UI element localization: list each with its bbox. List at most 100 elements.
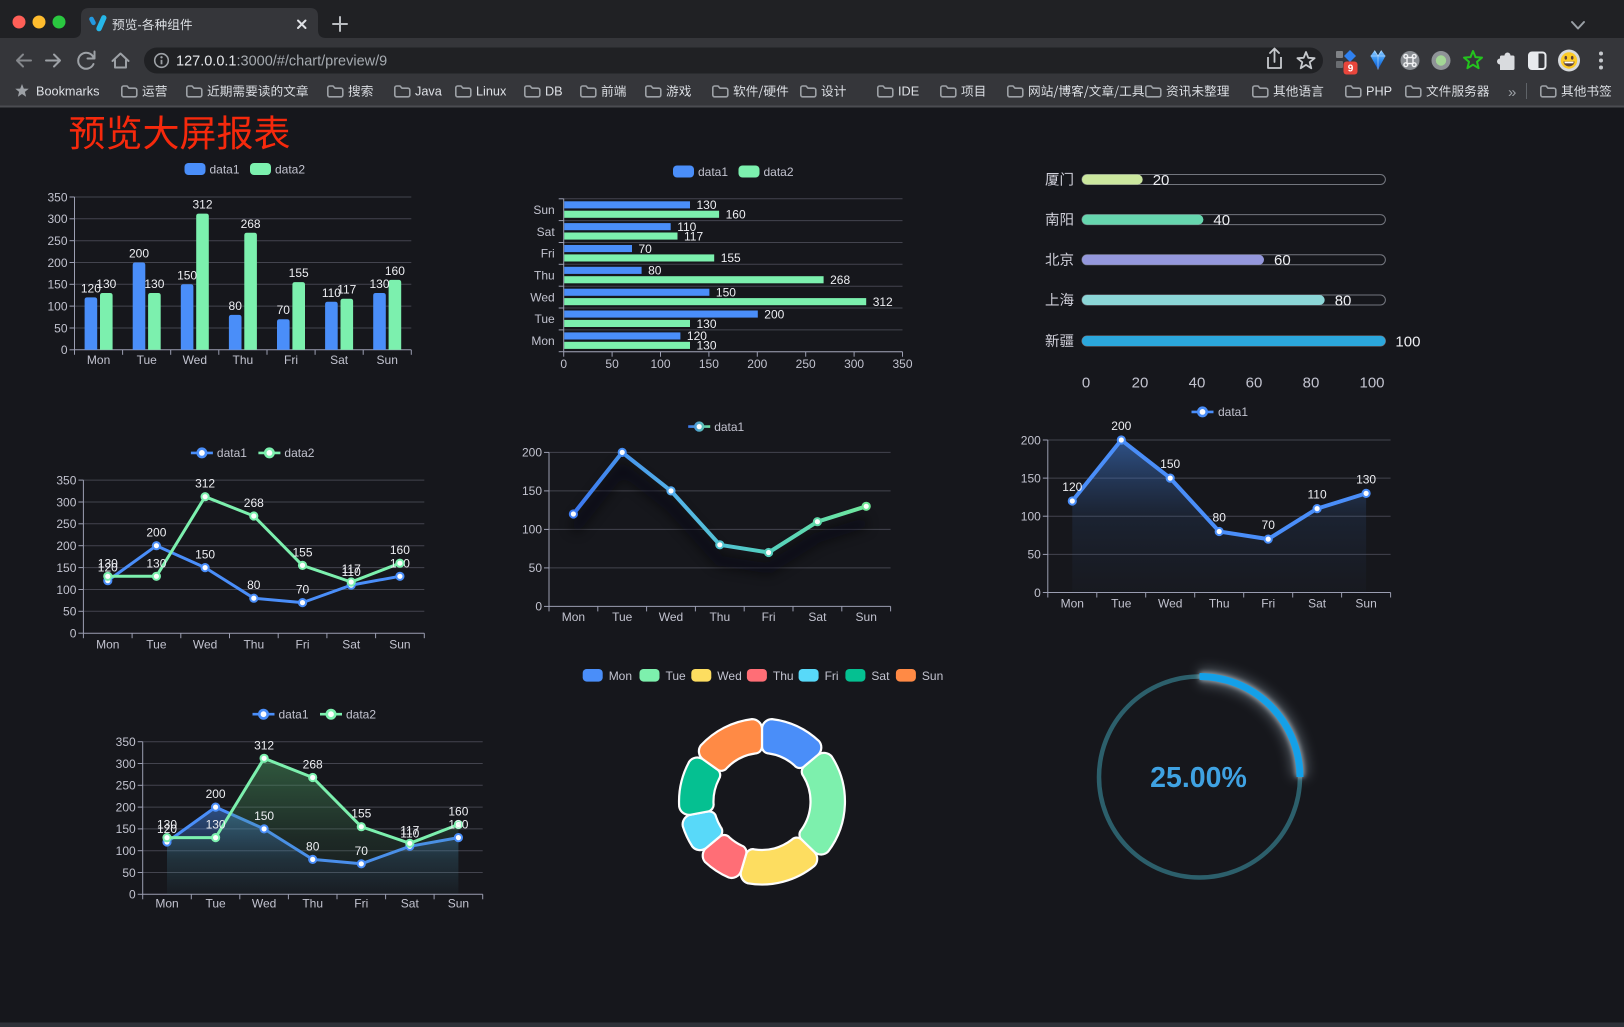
svg-text:Thu: Thu [243,638,264,652]
svg-text:Fri: Fri [284,353,298,367]
svg-text:312: 312 [873,295,893,309]
svg-text:80: 80 [229,299,243,313]
svg-text:Sat: Sat [401,897,420,911]
svg-text:150: 150 [716,286,736,300]
svg-text:Sun: Sun [389,638,410,652]
svg-text:155: 155 [351,807,371,821]
svg-text:150: 150 [47,278,67,292]
svg-text:312: 312 [195,477,215,491]
svg-text:Mon: Mon [562,610,585,624]
svg-text:50: 50 [54,321,68,335]
svg-text:155: 155 [289,266,309,280]
svg-text:Tue: Tue [1111,597,1132,611]
svg-text:data1: data1 [1218,405,1248,419]
svg-text:130: 130 [144,277,164,291]
svg-text:100: 100 [47,299,67,313]
svg-text:data1: data1 [210,162,240,176]
svg-text:PHP: PHP [1366,85,1392,99]
svg-text:Tue: Tue [612,610,633,624]
svg-text:0: 0 [535,600,542,614]
svg-text:Mon: Mon [155,897,178,911]
svg-text:50: 50 [122,866,136,880]
svg-text:Java: Java [415,85,443,99]
svg-text:Sun: Sun [922,669,943,683]
svg-text:268: 268 [244,496,264,510]
svg-text:IDE: IDE [898,85,919,99]
svg-text:120: 120 [81,281,101,295]
svg-text:130: 130 [697,339,717,353]
svg-text:130: 130 [1356,472,1376,486]
svg-text:20: 20 [1153,172,1170,189]
svg-text:Thu: Thu [233,353,254,367]
svg-text:Sun: Sun [533,203,554,217]
svg-text:200: 200 [206,787,226,801]
svg-text:200: 200 [116,800,136,814]
svg-text:data2: data2 [284,446,314,460]
svg-text:110: 110 [342,565,361,579]
svg-text:0: 0 [560,357,567,371]
svg-text:350: 350 [116,735,136,749]
svg-text:0: 0 [1034,586,1041,600]
svg-text:150: 150 [177,268,197,282]
svg-text:data1: data1 [698,165,728,179]
svg-text:250: 250 [56,517,76,531]
svg-text:80: 80 [1213,511,1227,525]
svg-text:80: 80 [648,264,662,278]
svg-text:Mon: Mon [96,638,119,652]
svg-text:80: 80 [1303,374,1320,391]
svg-text:Wed: Wed [1158,597,1182,611]
svg-text:Wed: Wed [193,638,217,652]
svg-text:150: 150 [56,561,76,575]
svg-text:Bookmarks: Bookmarks [36,85,99,99]
svg-text:200: 200 [47,256,67,270]
svg-text:100: 100 [116,844,136,858]
svg-text:Thu: Thu [709,610,730,624]
svg-text:Thu: Thu [773,669,794,683]
svg-text:Fri: Fri [296,638,310,652]
svg-text:Wed: Wed [183,353,207,367]
svg-text:250: 250 [47,234,67,248]
svg-text:0: 0 [70,627,77,641]
svg-text:200: 200 [1021,433,1041,447]
svg-text:110: 110 [677,220,696,234]
svg-text:Thu: Thu [302,897,323,911]
svg-text:Thu: Thu [534,269,555,283]
svg-text:Tue: Tue [534,312,555,326]
svg-text:150: 150 [195,548,215,562]
svg-text:Fri: Fri [762,610,776,624]
svg-text:data2: data2 [275,162,305,176]
svg-text:50: 50 [605,357,619,371]
svg-text:150: 150 [1021,471,1041,485]
svg-text:Tue: Tue [146,638,167,652]
svg-text:70: 70 [277,303,291,317]
svg-text:117: 117 [342,562,361,576]
svg-text:300: 300 [844,357,864,371]
svg-text:Mon: Mon [87,353,110,367]
svg-text:117: 117 [684,229,703,243]
svg-text:Wed: Wed [717,669,741,683]
svg-text:70: 70 [1262,518,1276,532]
svg-text:data1: data1 [279,708,309,722]
svg-text:Mon: Mon [609,669,632,683]
svg-text:130: 130 [146,556,166,570]
svg-text:50: 50 [529,561,543,575]
svg-text:100: 100 [650,357,670,371]
svg-text:120: 120 [687,329,707,343]
svg-text:100: 100 [522,523,542,537]
svg-text:160: 160 [390,543,410,557]
svg-text:120: 120 [1062,480,1082,494]
svg-text:150: 150 [116,822,136,836]
svg-text:40: 40 [1189,374,1206,391]
svg-text:Sun: Sun [1355,597,1376,611]
svg-text:300: 300 [47,212,67,226]
svg-text:Fri: Fri [541,247,555,261]
svg-text:130: 130 [697,317,717,331]
svg-text:160: 160 [448,805,468,819]
svg-text:150: 150 [1160,457,1180,471]
svg-text:Mon: Mon [1061,597,1084,611]
svg-text:120: 120 [98,561,118,575]
svg-text:0: 0 [61,343,68,357]
svg-text:200: 200 [146,526,166,540]
svg-text:0: 0 [129,888,136,902]
svg-text:data2: data2 [764,165,794,179]
